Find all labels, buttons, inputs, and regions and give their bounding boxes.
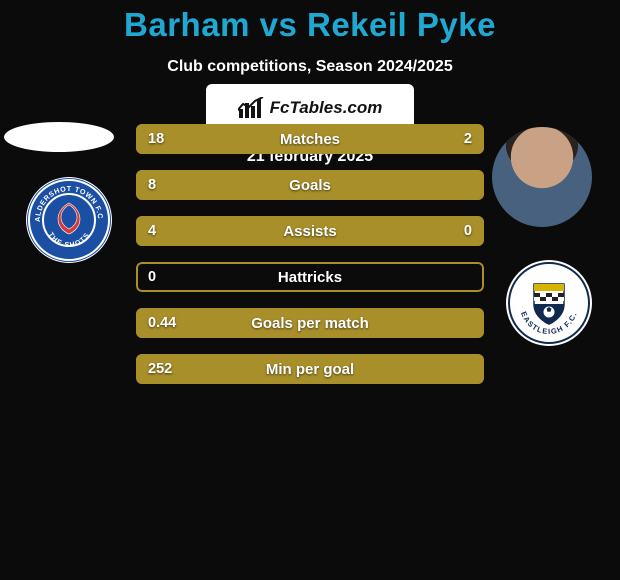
eastleigh-crest-icon: EASTLEIGH F.C. <box>506 260 592 346</box>
player-right-avatar <box>492 127 592 227</box>
stat-label: Matches <box>136 124 484 154</box>
stat-row: 0.44Goals per match <box>136 308 484 338</box>
player-left-avatar <box>4 122 114 152</box>
comparison-card: Barham vs Rekeil Pyke Club competitions,… <box>0 0 620 580</box>
stat-row: 0Hattricks <box>136 262 484 292</box>
club-left-logo: ALDERSHOT TOWN F.C. THE SHOTS <box>26 177 112 263</box>
title-player-left: Barham <box>124 6 250 43</box>
stat-bars: 182Matches 8Goals 40Assists 0Hattricks 0.44G… <box>136 124 484 400</box>
page-title: Barham vs Rekeil Pyke <box>0 0 620 44</box>
branding-text: FcTables.com <box>270 98 383 118</box>
stat-row: 182Matches <box>136 124 484 154</box>
aldershot-crest-icon: ALDERSHOT TOWN F.C. THE SHOTS <box>26 177 112 263</box>
stat-row: 40Assists <box>136 216 484 246</box>
player-right-face-placeholder <box>492 127 592 227</box>
stat-label: Goals per match <box>136 308 484 338</box>
stat-label: Goals <box>136 170 484 200</box>
title-vs: vs <box>260 6 298 43</box>
stat-label: Min per goal <box>136 354 484 384</box>
stat-label: Hattricks <box>136 262 484 292</box>
subtitle: Club competitions, Season 2024/2025 <box>0 58 620 76</box>
stat-label: Assists <box>136 216 484 246</box>
bar-chart-icon <box>238 97 264 119</box>
stat-row: 8Goals <box>136 170 484 200</box>
stat-row: 252Min per goal <box>136 354 484 384</box>
club-right-logo: EASTLEIGH F.C. <box>506 260 592 346</box>
title-player-right: Rekeil Pyke <box>307 6 496 43</box>
